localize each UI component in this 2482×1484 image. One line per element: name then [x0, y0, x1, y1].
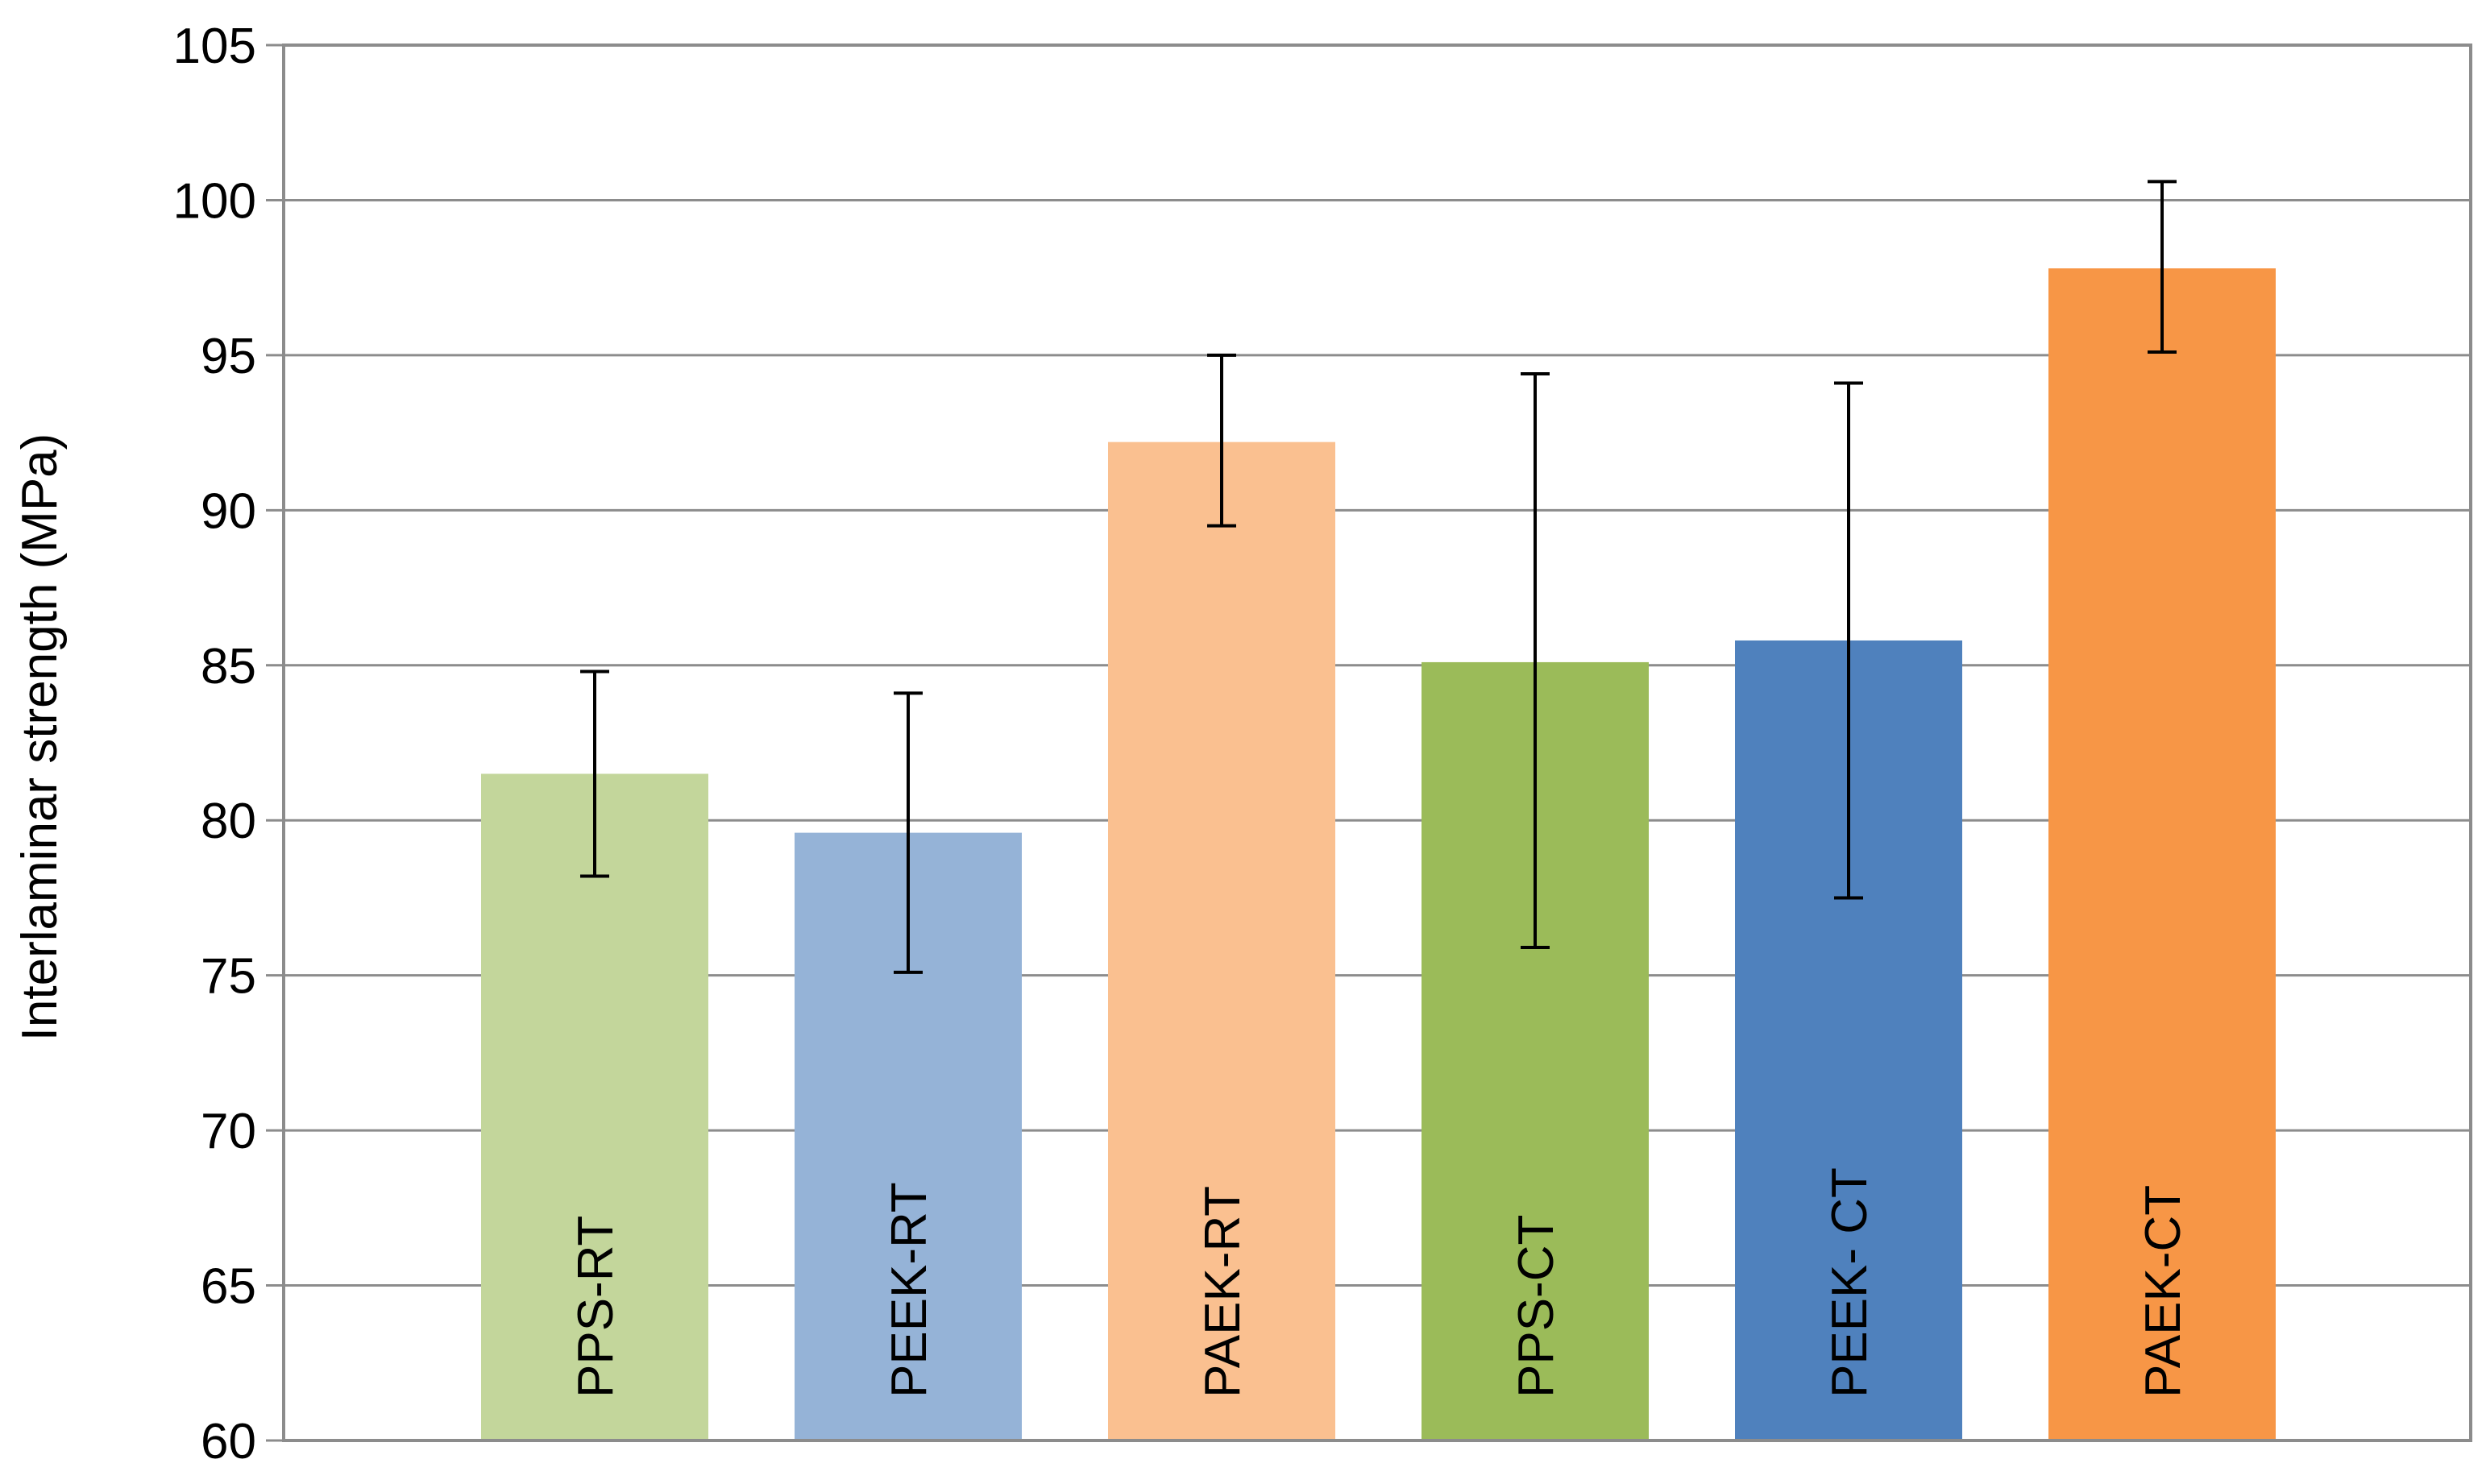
- bar-label-1: PEEK-RT: [882, 1182, 937, 1398]
- bar-paek-rt: [1108, 441, 1335, 1441]
- error-bars: [580, 180, 2177, 974]
- y-tick-label-85: 85: [201, 639, 256, 694]
- bar-label-0: PPS-RT: [568, 1216, 624, 1398]
- bar-pps-rt: [481, 773, 708, 1440]
- bar-label-2: PAEK-RT: [1195, 1186, 1251, 1398]
- y-tick-label-60: 60: [201, 1414, 256, 1469]
- y-tick-label-70: 70: [201, 1104, 256, 1159]
- bar-label-4: PEEK- CT: [1822, 1167, 1878, 1398]
- y-tick-label-65: 65: [201, 1259, 256, 1315]
- y-tick-label-90: 90: [201, 483, 256, 539]
- bar-paek-ct: [2048, 268, 2276, 1440]
- bar-labels: PPS-RT PEEK-RT PAEK-RT PPS-CT PEEK- CT PAEK-C…: [568, 1167, 2191, 1398]
- bar-label-3: PPS-CT: [1509, 1215, 1564, 1398]
- y-tick-label-100: 100: [173, 173, 256, 229]
- y-tick-label-75: 75: [201, 949, 256, 1005]
- y-tick-label-95: 95: [201, 329, 256, 384]
- y-tick-labels: 60 65 70 75 80 85 90 95 100 105: [173, 19, 256, 1469]
- plot-area-border: [282, 44, 2472, 1442]
- bar-label-5: PAEK-CT: [2135, 1185, 2191, 1398]
- y-tick-label-105: 105: [173, 19, 256, 74]
- bar-series: [481, 268, 2276, 1441]
- y-axis-label: Interlaminar strength (MPa): [12, 433, 68, 1042]
- y-tick-label-80: 80: [201, 794, 256, 849]
